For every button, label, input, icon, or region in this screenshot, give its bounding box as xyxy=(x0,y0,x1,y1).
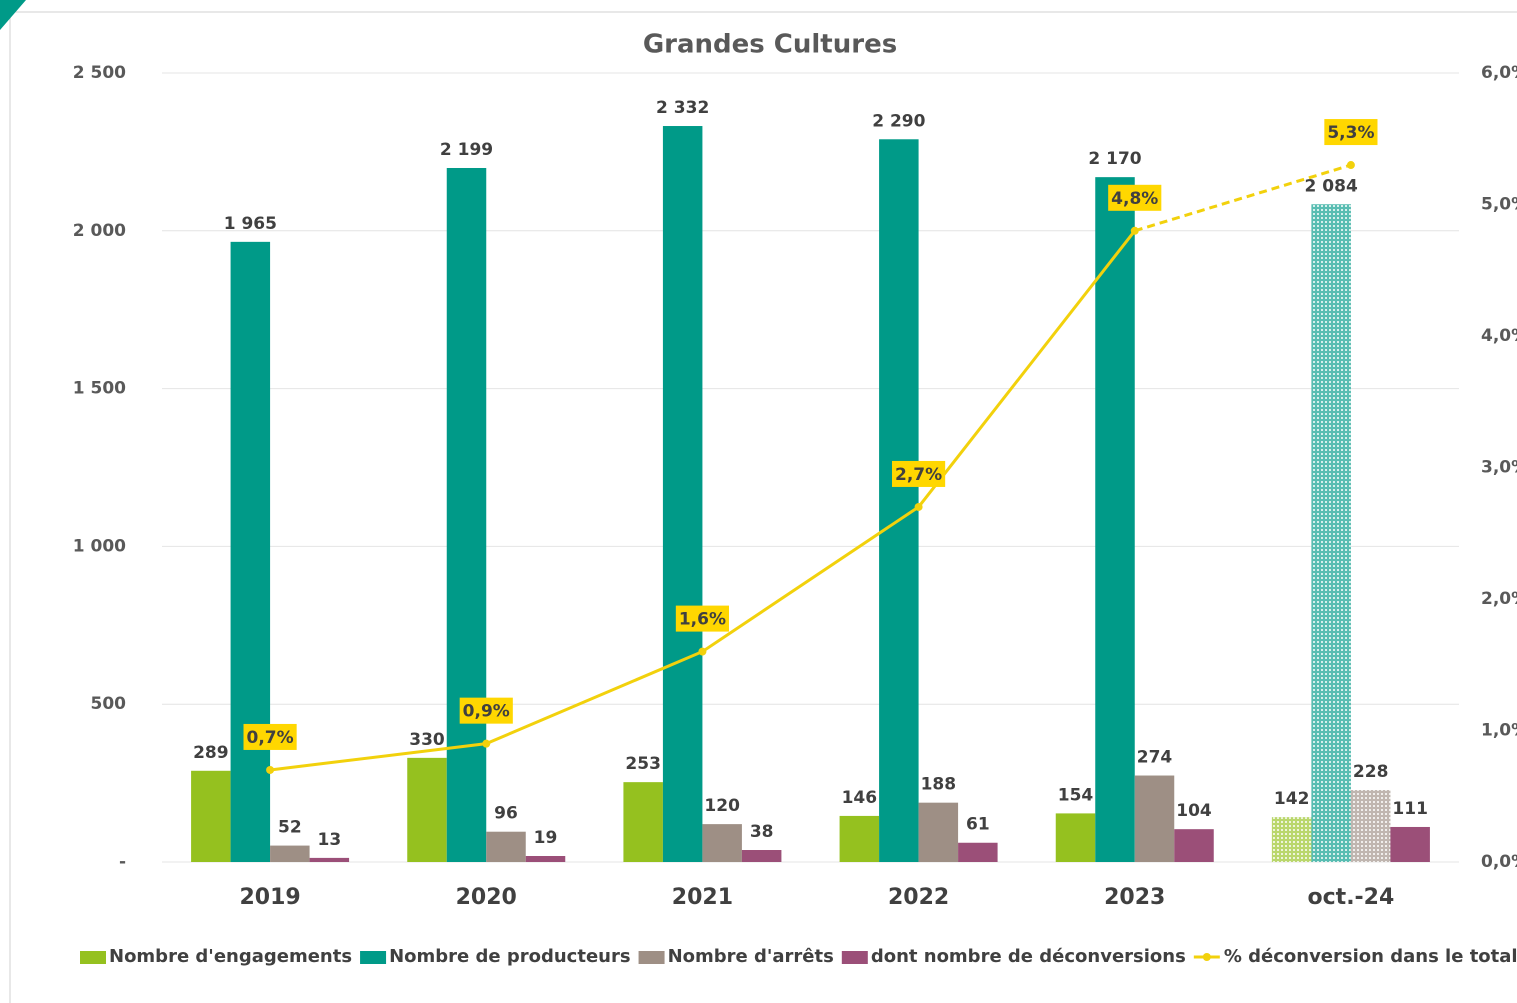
bar xyxy=(1390,826,1430,862)
bar xyxy=(1095,177,1135,862)
data-label: 2 199 xyxy=(440,140,493,160)
data-label: 154 xyxy=(1058,785,1094,805)
data-label: 61 xyxy=(966,815,990,835)
data-label: 13 xyxy=(317,830,341,850)
y-tick-label: 2 000 xyxy=(73,221,126,241)
line-point xyxy=(1346,161,1355,170)
y-tick-label: 1 000 xyxy=(73,536,126,556)
data-label: 38 xyxy=(750,822,774,842)
data-label: 2 290 xyxy=(872,111,925,131)
data-label: 0,7% xyxy=(247,728,294,748)
legend-label: Nombre de producteurs xyxy=(389,946,631,967)
bar xyxy=(839,815,880,862)
data-label: 5,3% xyxy=(1327,123,1374,143)
data-label-box xyxy=(1108,184,1162,211)
data-label: 2 170 xyxy=(1088,149,1141,169)
bar xyxy=(1134,775,1175,862)
legend-label: dont nombre de déconversions xyxy=(871,946,1186,967)
y2-tick-label: 0,0% xyxy=(1481,852,1517,872)
bar xyxy=(662,126,703,862)
bar xyxy=(486,831,526,862)
bar xyxy=(1174,829,1214,862)
y-tick-label: 500 xyxy=(91,694,127,714)
bar xyxy=(918,802,959,862)
line-point xyxy=(914,502,923,511)
data-label: 142 xyxy=(1274,789,1310,809)
y2-tick-label: 5,0% xyxy=(1481,195,1517,215)
bar xyxy=(525,856,566,862)
line-point xyxy=(1130,226,1139,235)
data-label: 52 xyxy=(278,818,302,838)
data-label: 120 xyxy=(704,796,740,816)
bar xyxy=(230,241,271,862)
data-label: 0,9% xyxy=(463,702,510,722)
x-tick-label: 2020 xyxy=(456,885,517,910)
legend-label: % déconversion dans le total de l'année xyxy=(1224,946,1517,967)
data-label: 253 xyxy=(625,754,661,774)
bar xyxy=(191,770,231,862)
y-tick-label: 2 500 xyxy=(73,63,126,83)
x-tick-label: oct.-24 xyxy=(1308,885,1395,910)
data-label: 4,8% xyxy=(1111,189,1158,209)
line-point xyxy=(482,739,491,748)
line-point xyxy=(266,765,275,774)
data-label: 2 084 xyxy=(1305,176,1358,196)
y-tick-label: - xyxy=(119,852,126,872)
x-tick-label: 2019 xyxy=(239,885,300,910)
y2-tick-label: 1,0% xyxy=(1481,721,1517,741)
bar-pattern xyxy=(1311,204,1351,862)
data-label: 2,7% xyxy=(895,465,942,485)
bar xyxy=(446,167,487,862)
legend-swatch xyxy=(841,951,868,964)
data-label: 228 xyxy=(1353,762,1389,782)
legend-swatch xyxy=(638,951,665,964)
data-label-box xyxy=(1324,119,1378,146)
line-point xyxy=(698,647,707,656)
legend-swatch xyxy=(360,951,387,964)
legend-label: Nombre d'arrêts xyxy=(668,946,834,967)
x-tick-label: 2023 xyxy=(1104,885,1165,910)
data-label-box xyxy=(243,723,297,750)
y2-tick-label: 4,0% xyxy=(1481,326,1517,346)
bar xyxy=(407,757,447,862)
data-label: 274 xyxy=(1137,748,1173,768)
data-label: 1 965 xyxy=(224,214,277,234)
legend-swatch-dot xyxy=(1202,953,1211,961)
bar xyxy=(623,782,663,862)
chart-title: Grandes Cultures xyxy=(643,30,897,60)
data-label: 188 xyxy=(921,775,957,795)
y2-tick-label: 6,0% xyxy=(1481,63,1517,83)
y2-tick-label: 3,0% xyxy=(1481,458,1517,478)
data-label: 2 332 xyxy=(656,98,709,118)
bar xyxy=(702,824,742,862)
data-label: 146 xyxy=(842,788,878,808)
data-label: 96 xyxy=(494,804,518,824)
y-tick-label: 1 500 xyxy=(73,379,126,399)
data-label: 111 xyxy=(1392,799,1428,819)
data-label: 19 xyxy=(534,828,558,848)
bar xyxy=(958,842,998,862)
bar xyxy=(879,139,919,862)
bar-pattern xyxy=(1271,817,1312,862)
data-label: 104 xyxy=(1176,801,1212,821)
bar-pattern xyxy=(1350,790,1391,862)
bar xyxy=(309,857,350,862)
bar xyxy=(1055,813,1096,862)
legend-swatch xyxy=(80,951,106,964)
data-label-box xyxy=(892,460,946,487)
data-label-box xyxy=(675,605,729,632)
data-label: 289 xyxy=(193,743,229,763)
data-label: 330 xyxy=(409,730,445,750)
x-tick-label: 2022 xyxy=(888,885,949,910)
bar xyxy=(270,845,310,862)
corner-mark xyxy=(0,0,26,30)
y2-tick-label: 2,0% xyxy=(1481,589,1517,609)
bar xyxy=(741,850,782,862)
line-series-projected xyxy=(1134,163,1352,233)
legend-label: Nombre d'engagements xyxy=(109,946,352,967)
x-tick-label: 2021 xyxy=(672,885,733,910)
data-label-box xyxy=(459,697,513,724)
data-label: 1,6% xyxy=(679,610,726,630)
